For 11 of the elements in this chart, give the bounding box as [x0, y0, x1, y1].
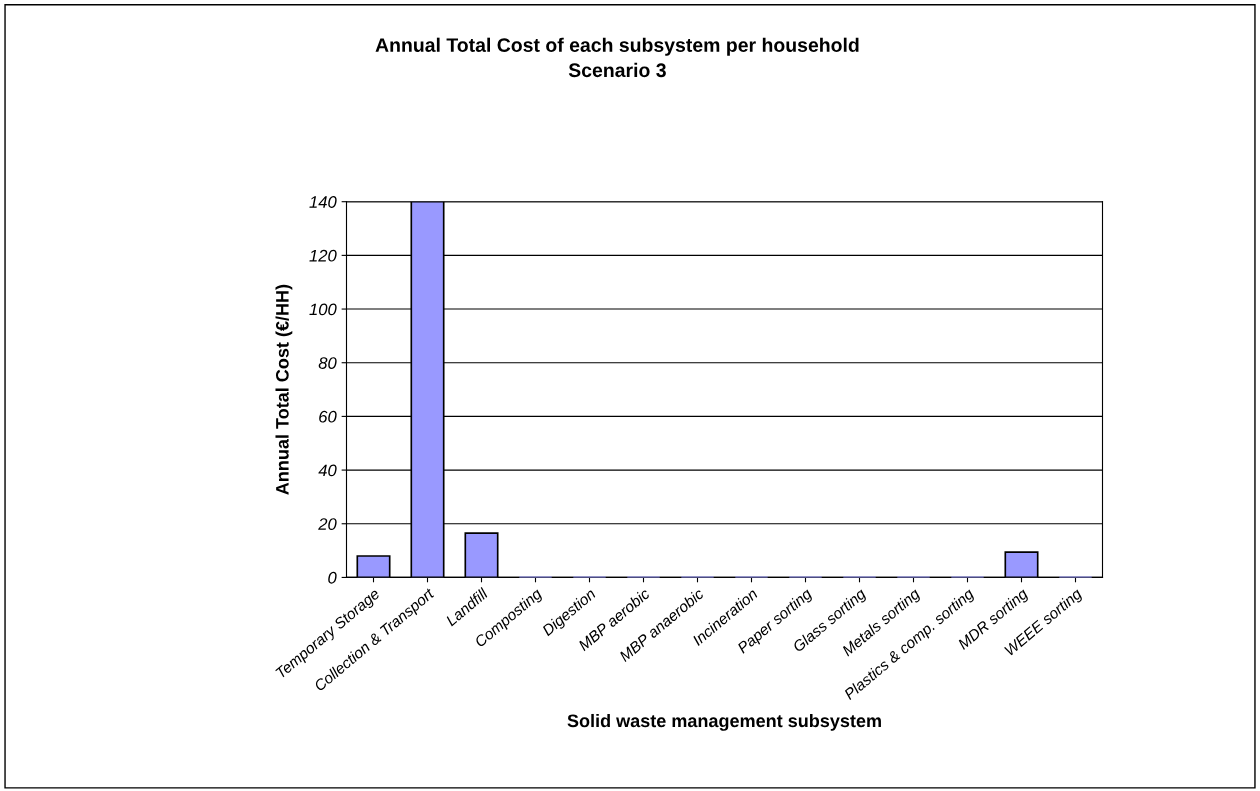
x-axis-title: Solid waste management subsystem — [567, 713, 881, 731]
y-tick-label: 20 — [318, 518, 337, 530]
y-tick-label: 120 — [309, 249, 337, 262]
y-axis-title: Annual Total Cost (€/HH) — [275, 284, 293, 495]
y-tick-label: 0 — [328, 571, 337, 584]
y-tick-label: 80 — [318, 357, 337, 369]
y-tick-label: 60 — [319, 410, 337, 423]
y-tick-label: 100 — [309, 303, 337, 316]
y-tick-label: 140 — [309, 196, 337, 208]
chart-title: Annual Total Cost of each subsystem per household Scenario 3 — [375, 37, 859, 78]
y-tick-label: 40 — [318, 464, 337, 477]
